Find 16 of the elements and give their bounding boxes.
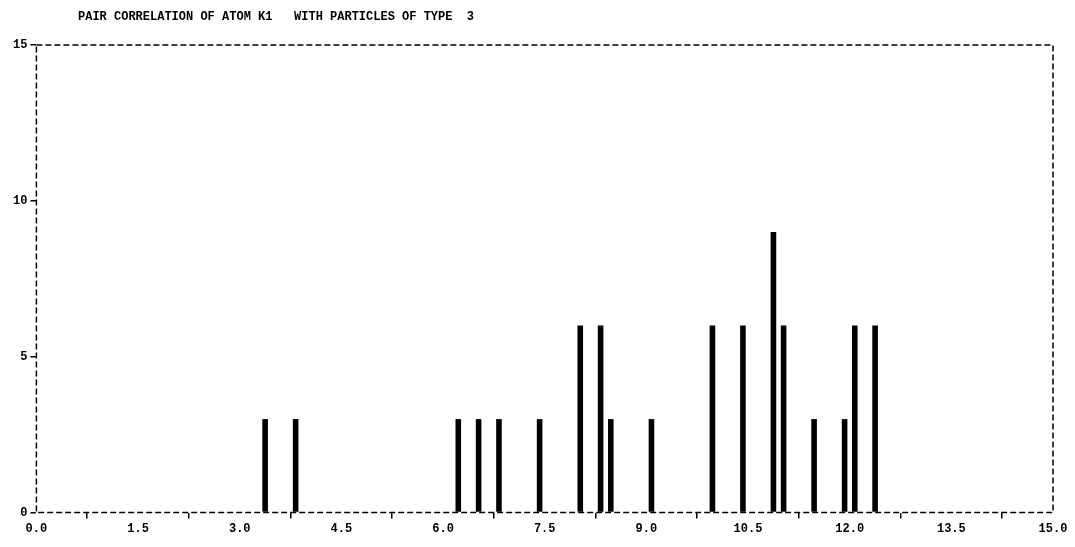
x-tick-label: 15.0 — [1038, 521, 1068, 536]
x-tick-label: 3.0 — [228, 521, 251, 536]
x-tick-label: 10.5 — [733, 521, 763, 536]
chart-title: PAIR CORRELATION OF ATOM K1 WITH PARTICLES OF TYPE 3 — [78, 10, 475, 24]
y-tick-label: 10 — [13, 193, 28, 208]
x-tick-label: 6.0 — [432, 521, 454, 536]
y-tick-label: 5 — [20, 349, 28, 364]
x-tick-label: 0.0 — [25, 521, 48, 536]
x-tick-label: 9.0 — [635, 521, 658, 536]
x-tick-label: 12.0 — [835, 521, 865, 536]
x-tick-label: 7.5 — [533, 521, 556, 536]
y-tick-label: 15 — [13, 38, 28, 53]
x-tick-label: 4.5 — [330, 521, 353, 536]
x-tick-label: 13.5 — [936, 521, 966, 536]
y-tick-label: 0 — [20, 505, 28, 520]
x-tick-label: 1.5 — [127, 521, 149, 536]
